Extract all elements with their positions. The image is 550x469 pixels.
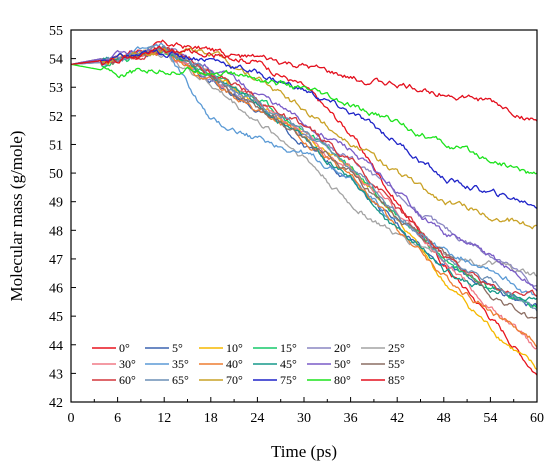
series-line [70, 48, 538, 292]
x-tick-label: 0 [68, 411, 75, 426]
x-tick-label: 36 [344, 411, 358, 426]
legend-label: 15° [280, 341, 297, 355]
legend-item: 85° [361, 373, 405, 387]
x-tick-label: 6 [114, 411, 121, 426]
x-axis-title: Time (ps) [271, 442, 337, 461]
x-tick-label: 42 [390, 411, 404, 426]
series-line [70, 43, 537, 287]
y-axis: 42 43 44 45 46 47 48 49 50 51 52 53 54 55 [49, 24, 76, 411]
legend-label: 20° [334, 341, 351, 355]
y-tick-label: 46 [49, 282, 63, 297]
legend-item: 0° [92, 341, 130, 355]
legend-label: 45° [280, 357, 297, 371]
legend-label: 5° [172, 341, 183, 355]
legend-item: 35° [145, 357, 189, 371]
legend-item: 80° [307, 373, 351, 387]
y-tick-label: 48 [49, 224, 63, 239]
y-tick-label: 43 [49, 367, 63, 382]
y-tick-label: 52 [49, 110, 63, 125]
legend-item: 65° [145, 373, 189, 387]
legend-label: 55° [388, 357, 405, 371]
legend-item: 70° [199, 373, 243, 387]
y-tick-label: 55 [49, 24, 63, 39]
y-tick-label: 45 [49, 310, 63, 325]
legend-item: 10° [199, 341, 243, 355]
plot-lines [70, 39, 538, 376]
x-tick-label: 54 [483, 411, 497, 426]
y-tick-label: 54 [49, 53, 63, 68]
y-tick-label: 53 [49, 81, 63, 96]
legend-item: 60° [92, 373, 136, 387]
legend-item: 50° [307, 357, 351, 371]
legend-item: 20° [307, 341, 351, 355]
legend-item: 25° [361, 341, 405, 355]
legend: 0° 5° 10° 15° 20° 25° 30° 35° 40° 45° 50° 55° 60° 65°… [92, 341, 405, 387]
series-line [70, 63, 538, 175]
legend-label: 85° [388, 373, 405, 387]
legend-label: 25° [388, 341, 405, 355]
legend-label: 0° [119, 341, 130, 355]
legend-label: 40° [226, 357, 243, 371]
legend-label: 35° [172, 357, 189, 371]
y-tick-label: 44 [49, 339, 63, 354]
legend-item: 30° [92, 357, 136, 371]
x-tick-label: 48 [437, 411, 451, 426]
legend-label: 50° [334, 357, 351, 371]
legend-item: 75° [253, 373, 297, 387]
x-tick-label: 24 [250, 411, 264, 426]
legend-label: 30° [119, 357, 136, 371]
legend-item: 55° [361, 357, 405, 371]
legend-label: 10° [226, 341, 243, 355]
x-tick-label: 12 [157, 411, 171, 426]
legend-label: 65° [172, 373, 189, 387]
x-axis: 0 6 12 18 24 30 36 42 48 54 60 [68, 397, 544, 426]
legend-item: 15° [253, 341, 297, 355]
x-tick-label: 18 [204, 411, 218, 426]
legend-label: 75° [280, 373, 297, 387]
y-tick-label: 47 [49, 253, 63, 268]
series-line [70, 45, 538, 122]
legend-item: 45° [253, 357, 297, 371]
legend-label: 60° [119, 373, 136, 387]
y-tick-label: 49 [49, 196, 63, 211]
legend-label: 80° [334, 373, 351, 387]
x-tick-label: 30 [297, 411, 311, 426]
y-axis-title: Molecular mass (g/mole) [7, 131, 26, 302]
legend-item: 5° [145, 341, 183, 355]
legend-label: 70° [226, 373, 243, 387]
series-line [70, 47, 538, 230]
series-line [70, 45, 538, 312]
y-tick-label: 42 [49, 396, 63, 411]
legend-item: 40° [199, 357, 243, 371]
x-tick-label: 60 [530, 411, 544, 426]
y-tick-label: 51 [49, 138, 63, 153]
y-tick-label: 50 [49, 167, 63, 182]
